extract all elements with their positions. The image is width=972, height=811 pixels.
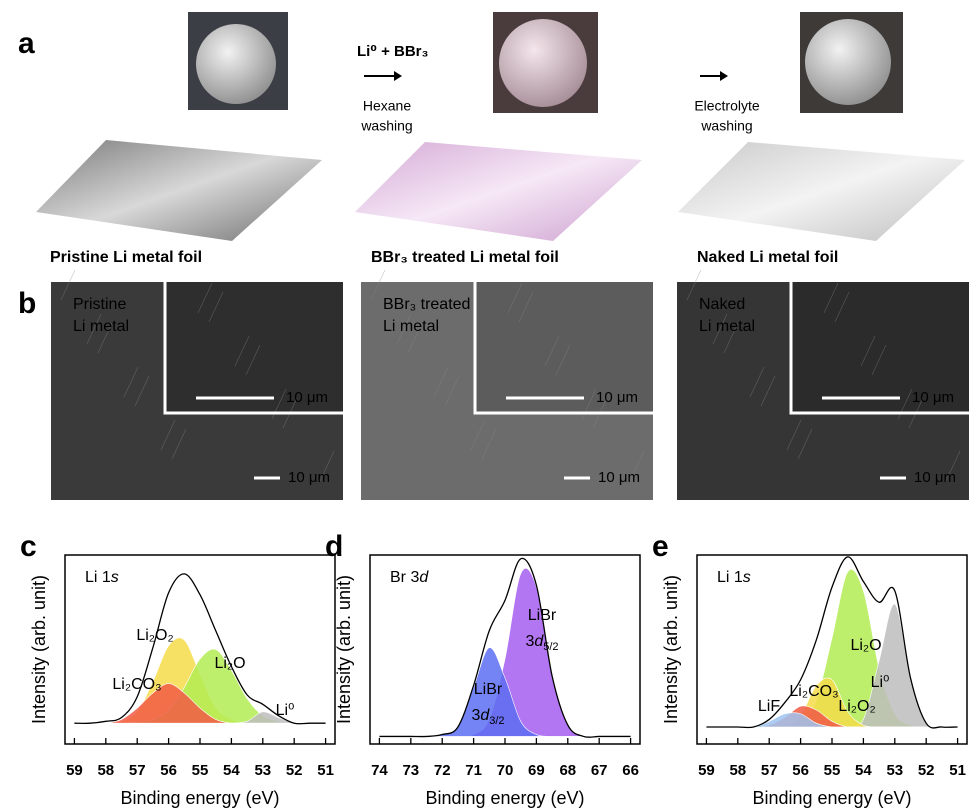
panel-label: b <box>18 287 36 320</box>
sem-label: Li metal <box>73 318 129 335</box>
chart-title: Li 1s <box>717 569 751 586</box>
panel-label: e <box>652 530 669 563</box>
x-tick-label: 66 <box>622 762 639 779</box>
peak-label: Li₂O <box>214 655 245 672</box>
sem-label: Li metal <box>383 318 439 335</box>
panel-label: d <box>325 530 343 563</box>
label-part: 3 <box>471 707 480 724</box>
photo-disc <box>805 19 891 105</box>
label-part: 5/2 <box>543 641 558 653</box>
x-tick-label: 56 <box>792 762 809 779</box>
peak-label: LiBr <box>474 681 503 698</box>
x-tick-label: 67 <box>591 762 608 779</box>
foil-caption: Pristine Li metal foil <box>50 249 202 266</box>
x-tick-label: 68 <box>559 762 576 779</box>
step-label: washing <box>360 118 412 134</box>
peak-label: Li⁰ <box>276 702 295 719</box>
sem-label: Pristine <box>73 296 126 313</box>
peak-label: Li₂CO₃ <box>112 676 161 693</box>
scale-bar-label: 10 μm <box>596 389 638 406</box>
x-tick-label: 51 <box>317 762 334 779</box>
x-axis-label: Binding energy (eV) <box>752 788 911 808</box>
peak-label: Li₂O₂ <box>136 627 173 644</box>
chart-title: Br 3d <box>390 569 429 586</box>
foil-caption: BBr₃ treated Li metal foil <box>371 249 559 266</box>
scale-bar-label: 10 μm <box>914 469 956 486</box>
peak-label: Li₂CO₃ <box>789 683 838 700</box>
sem-label: Li metal <box>699 318 755 335</box>
peak-label: 3d5/2 <box>525 633 558 653</box>
panel-a-artwork <box>36 12 965 241</box>
x-tick-label: 55 <box>192 762 209 779</box>
title-part: Br 3 <box>390 569 419 586</box>
y-axis-label: Intensity (arb. unit) <box>334 575 354 724</box>
scale-bar-label: 10 μm <box>288 469 330 486</box>
y-axis-label: Intensity (arb. unit) <box>661 575 681 724</box>
arrow-head <box>720 71 728 81</box>
foil <box>36 140 322 241</box>
step-label: Electrolyte <box>694 98 760 114</box>
x-tick-label: 58 <box>97 762 114 779</box>
sem-label: Naked <box>699 296 745 313</box>
x-tick-label: 54 <box>855 762 872 779</box>
foil-caption: Naked Li metal foil <box>697 249 838 266</box>
sem-label: BBr₃ treated <box>383 296 470 313</box>
photo-disc <box>196 24 276 104</box>
chart: Li 1s <box>697 555 967 744</box>
peak-label: LiBr <box>528 607 557 624</box>
y-axis-label: Intensity (arb. unit) <box>29 575 49 724</box>
title-part: Li 1 <box>85 569 111 586</box>
panel-label: c <box>20 530 37 563</box>
x-tick-label: 51 <box>949 762 966 779</box>
x-tick-label: 52 <box>918 762 935 779</box>
scale-bar-label: 10 μm <box>286 389 328 406</box>
step-label: Hexane <box>363 98 411 114</box>
x-axis-label: Binding energy (eV) <box>120 788 279 808</box>
panel-label: a <box>18 27 35 60</box>
reagent: Li⁰ + BBr₃ <box>357 43 428 60</box>
step-label: washing <box>700 118 752 134</box>
x-tick-label: 59 <box>66 762 83 779</box>
chart-title: Li 1s <box>85 569 119 586</box>
arrow-head <box>394 71 402 81</box>
x-tick-label: 70 <box>497 762 514 779</box>
x-tick-label: 52 <box>286 762 303 779</box>
photo-disc <box>499 19 587 107</box>
x-tick-label: 54 <box>223 762 240 779</box>
chart: Li 1s <box>65 555 335 744</box>
x-tick-label: 58 <box>729 762 746 779</box>
scale-bar-label: 10 μm <box>912 389 954 406</box>
peak-label: Li₂O <box>850 637 881 654</box>
x-tick-label: 71 <box>465 762 482 779</box>
foil <box>678 142 965 241</box>
foil <box>355 142 642 241</box>
x-tick-label: 74 <box>371 762 388 779</box>
peak-label: Li₂O₂ <box>838 698 875 715</box>
x-axis-label: Binding energy (eV) <box>425 788 584 808</box>
scale-bar-label: 10 μm <box>598 469 640 486</box>
x-tick-label: 57 <box>129 762 146 779</box>
title-part: d <box>419 569 429 586</box>
label-part: 3 <box>525 633 534 650</box>
title-part: s <box>111 569 119 586</box>
figure: a Li⁰ + BBr₃ Hexane washing Electrolyte washi… <box>0 0 972 811</box>
x-tick-label: 55 <box>824 762 841 779</box>
x-tick-label: 69 <box>528 762 545 779</box>
peak-label: Li⁰ <box>871 674 890 691</box>
x-tick-label: 57 <box>761 762 778 779</box>
peak-label: LiF <box>758 698 780 715</box>
title-part: s <box>743 569 751 586</box>
label-part: 3/2 <box>489 715 504 727</box>
x-tick-label: 72 <box>434 762 451 779</box>
chart: Br 3d <box>370 555 640 744</box>
x-tick-label: 56 <box>160 762 177 779</box>
x-tick-label: 59 <box>698 762 715 779</box>
x-tick-label: 53 <box>886 762 903 779</box>
title-part: Li 1 <box>717 569 743 586</box>
x-tick-label: 73 <box>402 762 419 779</box>
x-tick-label: 53 <box>254 762 271 779</box>
